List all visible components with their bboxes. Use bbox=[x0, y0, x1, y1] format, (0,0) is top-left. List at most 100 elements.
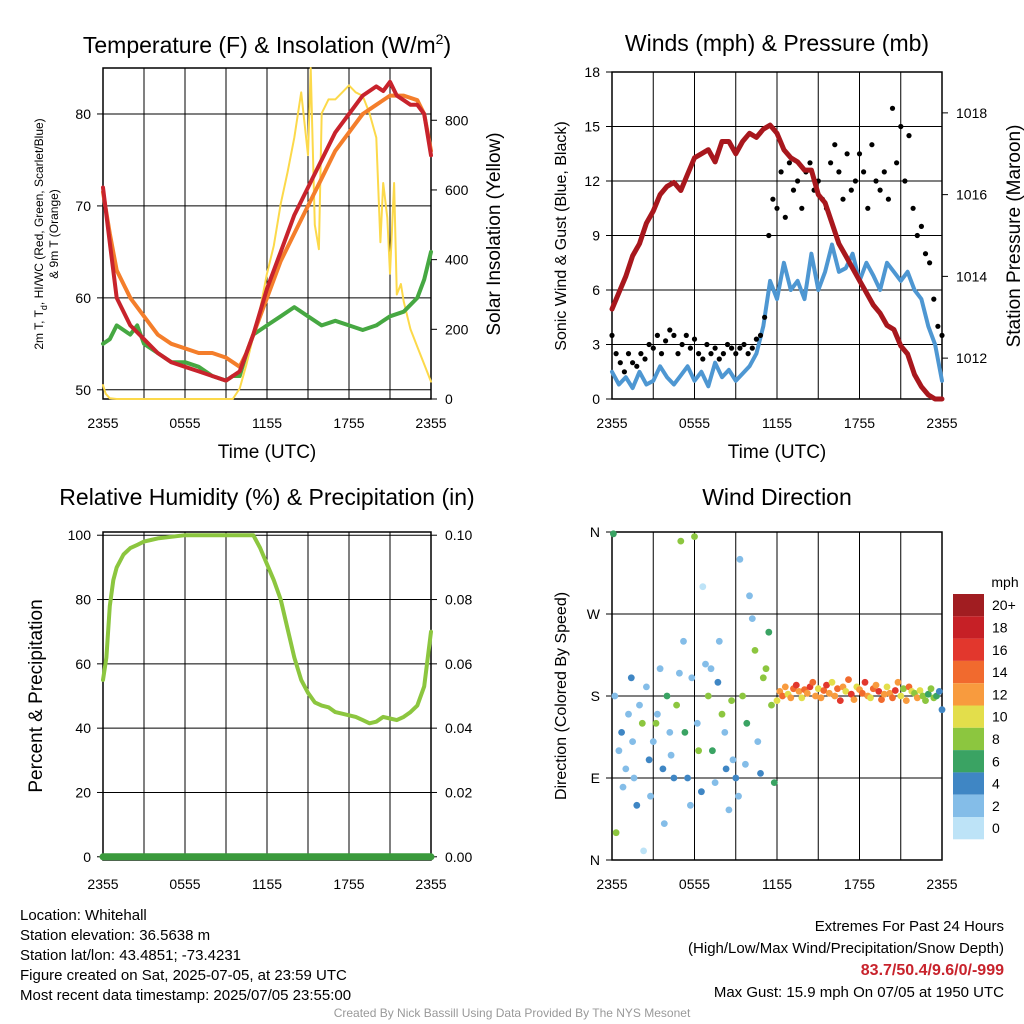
direction-point bbox=[902, 697, 910, 704]
y-tick-label: 80 bbox=[75, 592, 91, 608]
gust-point bbox=[733, 351, 739, 357]
direction-point bbox=[656, 665, 664, 673]
gust-point bbox=[910, 205, 916, 211]
direction-point bbox=[693, 719, 701, 727]
legend-swatch bbox=[953, 817, 984, 840]
gust-point bbox=[671, 332, 677, 338]
direction-point bbox=[633, 801, 641, 809]
gust-point bbox=[906, 133, 912, 139]
direction-point bbox=[711, 779, 719, 786]
gust-point bbox=[856, 151, 863, 157]
legend-swatch bbox=[953, 683, 984, 706]
direction-point bbox=[858, 689, 866, 697]
gust-point bbox=[650, 345, 656, 351]
y-axis-label: Percent & Precipitation bbox=[26, 599, 47, 792]
y-right-axis-label: Solar Insolation (Yellow) bbox=[484, 132, 505, 335]
gust-point bbox=[885, 196, 892, 202]
direction-point bbox=[847, 690, 855, 698]
direction-point bbox=[736, 555, 744, 563]
direction-point bbox=[707, 665, 715, 673]
legend-label: 8 bbox=[992, 731, 1000, 747]
title-end: ) bbox=[443, 32, 451, 58]
direction-point bbox=[709, 747, 716, 755]
direction-point bbox=[619, 783, 627, 791]
x-tick-label: 1155 bbox=[762, 876, 792, 892]
extremes-subtitle: (High/Low/Max Wind/Precipitation/Snow De… bbox=[688, 940, 1004, 957]
direction-point bbox=[728, 697, 735, 704]
gust-point bbox=[630, 360, 636, 366]
gust-point bbox=[625, 351, 632, 357]
gust-point bbox=[613, 351, 619, 357]
figure-created: Figure created on Sat, 2025-07-05, at 23… bbox=[20, 967, 347, 984]
gust-point bbox=[683, 332, 689, 338]
gust-point bbox=[935, 323, 941, 329]
direction-point bbox=[751, 647, 759, 654]
direction-point bbox=[834, 685, 841, 693]
direction-point bbox=[900, 685, 907, 693]
gust-point bbox=[931, 296, 937, 302]
gust-point bbox=[749, 345, 755, 351]
gust-point bbox=[778, 169, 784, 175]
direction-point bbox=[645, 756, 653, 764]
direction-point bbox=[872, 681, 880, 689]
direction-point bbox=[622, 765, 630, 773]
direction-point bbox=[836, 697, 844, 704]
direction-point bbox=[691, 533, 698, 540]
direction-point bbox=[659, 765, 667, 773]
direction-point bbox=[718, 710, 726, 718]
direction-point bbox=[663, 692, 671, 700]
direction-point bbox=[883, 683, 891, 691]
gust-point bbox=[621, 369, 628, 375]
y-right-tick-label: 0.06 bbox=[445, 656, 472, 672]
x-tick-label: 1755 bbox=[844, 415, 875, 431]
direction-point bbox=[927, 685, 935, 693]
direction-point bbox=[721, 729, 729, 736]
legend-swatch bbox=[953, 616, 984, 639]
direction-point bbox=[652, 719, 660, 727]
gust-point bbox=[617, 360, 623, 366]
gust-point bbox=[918, 223, 925, 229]
y-axis-label: Direction (Colored By Speed) bbox=[553, 592, 570, 800]
gust-point bbox=[790, 187, 797, 193]
y-tick-label: 40 bbox=[75, 720, 91, 736]
y-right-tick-label: 1014 bbox=[956, 268, 987, 284]
direction-point bbox=[627, 674, 635, 682]
y-right-tick-label: 800 bbox=[445, 112, 469, 128]
x-tick-label: 2355 bbox=[87, 415, 118, 431]
gust-point bbox=[720, 351, 727, 357]
direction-point bbox=[673, 701, 680, 709]
gust-point bbox=[741, 341, 747, 348]
direction-point bbox=[695, 747, 702, 755]
gust-point bbox=[675, 351, 681, 357]
direction-point bbox=[922, 697, 929, 704]
panel-title: Wind Direction bbox=[702, 484, 852, 510]
title-superscript: 2 bbox=[436, 31, 444, 47]
direction-point bbox=[688, 674, 696, 682]
gust-point bbox=[737, 345, 743, 351]
y-right-tick-label: 0.08 bbox=[445, 592, 472, 608]
direction-point bbox=[636, 701, 643, 709]
gust-point bbox=[840, 196, 846, 202]
y-right-tick-label: 1016 bbox=[956, 187, 987, 203]
x-tick-label: 2355 bbox=[596, 415, 627, 431]
direction-point bbox=[748, 615, 756, 622]
pressure-line bbox=[609, 122, 945, 402]
y-tick-label: 50 bbox=[75, 382, 91, 398]
x-tick-label: 0555 bbox=[169, 876, 200, 892]
legend-swatch bbox=[953, 727, 984, 751]
gust-point bbox=[852, 178, 859, 184]
x-tick-label: 1755 bbox=[333, 876, 364, 892]
direction-point bbox=[798, 694, 806, 702]
wind-speed-line bbox=[610, 242, 944, 391]
legend-swatch bbox=[953, 750, 984, 773]
gust-point bbox=[766, 232, 772, 239]
direction-point bbox=[812, 692, 819, 700]
x-tick-label: 2355 bbox=[415, 876, 446, 892]
gust-point bbox=[869, 142, 875, 148]
direction-point bbox=[666, 729, 674, 736]
legend-label: 18 bbox=[992, 619, 1008, 635]
gust-point bbox=[687, 345, 694, 351]
direction-point bbox=[754, 738, 762, 745]
station-latlon: Station lat/lon: 43.4851; -73.4231 bbox=[20, 947, 242, 964]
direction-point bbox=[704, 692, 712, 700]
